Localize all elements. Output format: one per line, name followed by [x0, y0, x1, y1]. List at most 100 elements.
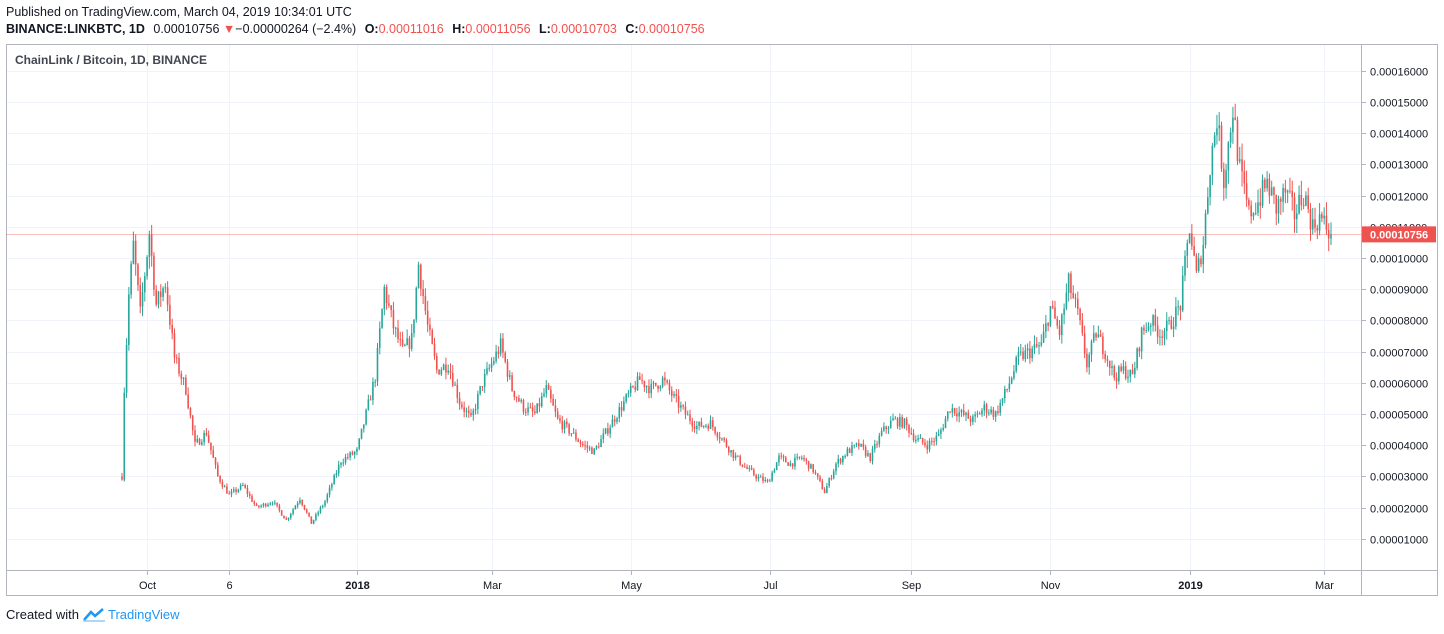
- candle-body: [668, 382, 671, 391]
- candle-body: [691, 421, 694, 427]
- candle-body: [780, 455, 783, 457]
- candle-body: [915, 440, 917, 442]
- candle: [150, 224, 153, 267]
- candle: [775, 461, 778, 471]
- candle: [264, 502, 267, 508]
- candle: [1138, 346, 1141, 357]
- candle-body: [732, 450, 735, 458]
- candle-body: [511, 375, 513, 391]
- candle-body: [340, 463, 342, 465]
- candle-body: [791, 463, 794, 467]
- candle-body: [588, 447, 591, 449]
- candle: [691, 417, 694, 432]
- close-value: 0.00010756: [638, 22, 705, 36]
- candle: [778, 452, 780, 466]
- candle: [1040, 334, 1043, 348]
- candle: [1330, 222, 1332, 246]
- candle: [1302, 198, 1305, 210]
- candle: [477, 390, 479, 415]
- candle-body: [260, 505, 262, 507]
- candle-body: [290, 513, 292, 518]
- candle: [563, 419, 566, 434]
- candle: [960, 408, 963, 417]
- candle: [1061, 313, 1063, 344]
- candle: [839, 457, 842, 465]
- candle-body: [858, 443, 860, 447]
- candle-body: [508, 375, 511, 377]
- candle: [650, 379, 653, 399]
- candle-body: [248, 494, 251, 496]
- candle-body: [593, 448, 595, 454]
- candle: [556, 408, 559, 420]
- candle: [1289, 177, 1291, 194]
- candle: [946, 411, 949, 422]
- candle: [1124, 361, 1127, 381]
- candle: [159, 284, 162, 307]
- candle: [545, 380, 548, 398]
- candle-body: [376, 347, 379, 382]
- candle-body: [940, 429, 942, 434]
- candle-body: [550, 389, 552, 399]
- candle: [1273, 186, 1275, 205]
- candle-body: [572, 432, 575, 434]
- candle: [506, 358, 509, 382]
- price-chart[interactable]: 0.00001000 0.00002000 0.00003000 0.00004000…: [6, 44, 1438, 596]
- candle: [232, 487, 235, 493]
- candle: [684, 401, 687, 420]
- candle: [561, 415, 564, 433]
- candle-body: [545, 385, 548, 394]
- candle-body: [1019, 351, 1022, 353]
- candle-body: [442, 364, 445, 370]
- candle-body: [144, 276, 146, 293]
- tradingview-brand-link[interactable]: TradingView: [107, 607, 180, 622]
- candle-body: [463, 407, 465, 412]
- candle: [1188, 233, 1191, 244]
- candle-body: [159, 291, 162, 297]
- symbol-name: BINANCE:LINKBTC, 1D: [6, 22, 145, 36]
- candle-body: [1095, 333, 1097, 338]
- candle: [1045, 314, 1047, 339]
- candle-body: [563, 421, 566, 430]
- candle-body: [274, 502, 276, 504]
- candle: [1181, 266, 1184, 313]
- candle: [1165, 312, 1168, 340]
- candle-body: [1232, 117, 1234, 133]
- candle-body: [595, 446, 598, 449]
- candle: [800, 455, 803, 461]
- candle: [550, 386, 552, 403]
- candle: [709, 415, 712, 430]
- candle: [666, 379, 668, 385]
- candle: [356, 447, 358, 456]
- candle-body: [1042, 331, 1045, 343]
- candle: [488, 364, 491, 372]
- candle: [1168, 316, 1170, 325]
- candle: [972, 414, 974, 426]
- open-value: 0.00011016: [378, 22, 444, 36]
- candle: [887, 426, 890, 434]
- candle: [214, 457, 217, 469]
- candle: [693, 420, 696, 433]
- candle: [454, 381, 456, 386]
- candle: [399, 331, 402, 347]
- candle-body: [746, 466, 748, 469]
- candle-body: [185, 377, 187, 395]
- candle: [928, 438, 931, 453]
- candle-body: [794, 457, 796, 467]
- candle-body: [194, 430, 196, 442]
- candle: [937, 429, 940, 437]
- candle: [429, 317, 431, 336]
- candle: [750, 465, 753, 471]
- candle: [449, 363, 452, 380]
- candle: [851, 441, 853, 457]
- candle-body: [191, 415, 194, 431]
- candle: [889, 416, 892, 429]
- candle: [1106, 355, 1109, 367]
- candle-body: [353, 452, 356, 455]
- candle-body: [613, 419, 616, 422]
- candle: [846, 446, 849, 457]
- candle: [1218, 112, 1221, 142]
- candle: [1275, 194, 1278, 226]
- y-tick-label: 0.00005000: [1370, 410, 1428, 422]
- candle-body: [292, 509, 294, 514]
- chart-frame[interactable]: 0.00001000 0.00002000 0.00003000 0.00004000…: [6, 44, 1438, 596]
